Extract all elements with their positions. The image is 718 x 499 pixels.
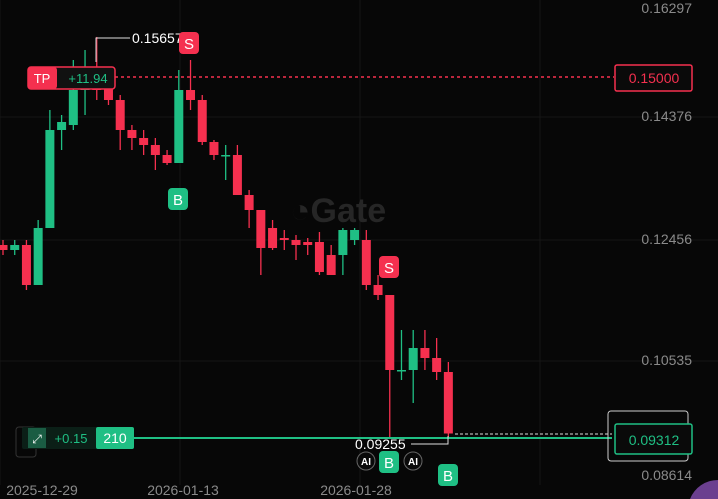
candle-body[interactable]	[291, 240, 301, 245]
date-tick-label: 2025-12-29	[6, 482, 78, 498]
position-size-bg	[96, 427, 134, 449]
candle-body[interactable]	[338, 230, 348, 255]
sell-marker-label: S	[384, 260, 394, 277]
candle-body[interactable]	[279, 238, 289, 240]
candle-body[interactable]	[21, 245, 31, 285]
ai-badge[interactable]	[356, 451, 376, 471]
buy-marker-label: B	[173, 192, 183, 209]
date-tick-label: 2026-01-13	[147, 482, 219, 498]
price-tick-label: 0.12456	[641, 231, 692, 247]
price-tick-label: 0.10535	[641, 352, 692, 368]
candle-body[interactable]	[303, 242, 313, 245]
candle-body[interactable]	[186, 90, 196, 100]
candle-body[interactable]	[396, 370, 406, 372]
candle-body[interactable]	[443, 372, 453, 434]
candle-body[interactable]	[373, 285, 383, 295]
candle-body[interactable]	[115, 100, 125, 130]
expand-icon[interactable]: ⤢	[31, 432, 42, 446]
candle-body[interactable]	[162, 155, 172, 163]
candle-body[interactable]	[350, 230, 360, 240]
price-tick-label: 0.08614	[641, 467, 692, 483]
candle-body[interactable]	[57, 122, 67, 130]
candle-body[interactable]	[0, 245, 8, 250]
candle-body[interactable]	[197, 100, 207, 142]
take-profit-pnl: +11.94	[68, 71, 107, 86]
candle-body[interactable]	[103, 80, 113, 100]
candle-body[interactable]	[268, 228, 278, 248]
sell-marker[interactable]	[379, 256, 399, 278]
candle-body[interactable]	[314, 242, 324, 272]
candle-body[interactable]	[432, 358, 442, 372]
candle-body[interactable]	[45, 130, 55, 228]
expand-button[interactable]	[28, 428, 46, 448]
take-profit-price: 0.15000	[629, 70, 680, 86]
price-tick-label: 0.16297	[641, 0, 692, 16]
high-price-label: 0.15657	[132, 30, 183, 46]
price-tick-label: 0.14376	[641, 108, 692, 124]
candle-body[interactable]	[256, 210, 266, 248]
candle-body[interactable]	[127, 130, 137, 138]
buy-marker-label: B	[443, 468, 453, 485]
candle-body[interactable]	[408, 348, 418, 370]
low-price-label: 0.09255	[355, 436, 406, 452]
high-leader-line	[95, 37, 130, 62]
candle-body[interactable]	[209, 142, 219, 155]
assistant-button[interactable]	[690, 479, 718, 499]
take-profit-label-bg	[28, 67, 57, 89]
candle-body[interactable]	[221, 155, 231, 157]
candle-body[interactable]	[326, 255, 336, 275]
candle-body[interactable]	[244, 195, 254, 210]
candle-body[interactable]	[232, 155, 242, 195]
candle-body[interactable]	[139, 138, 149, 145]
take-profit-price-box[interactable]	[614, 64, 693, 92]
candle-body[interactable]	[361, 240, 371, 285]
ai-badge-label: AI	[408, 457, 418, 468]
buy-marker[interactable]	[168, 188, 188, 210]
position-size: 210	[103, 430, 127, 446]
buy-marker-label: B	[384, 455, 394, 472]
buy-marker[interactable]	[438, 464, 458, 486]
sell-marker[interactable]	[179, 32, 199, 54]
watermark-logo: ◔Gate	[290, 192, 386, 230]
ai-badge[interactable]	[403, 451, 423, 471]
take-profit-label: TP	[34, 71, 51, 86]
candle-body[interactable]	[33, 228, 43, 285]
buy-marker[interactable]	[379, 451, 399, 473]
position-pnl: +0.15	[55, 431, 88, 446]
candle-body[interactable]	[10, 245, 20, 250]
position-price-box[interactable]	[614, 423, 693, 455]
ai-badge-label: AI	[361, 457, 371, 468]
candle-body[interactable]	[68, 90, 78, 125]
position-price: 0.09312	[629, 432, 680, 448]
candle-body[interactable]	[420, 348, 430, 358]
candle-body[interactable]	[174, 90, 184, 163]
candle-body[interactable]	[150, 145, 160, 155]
low-leader-line	[411, 436, 449, 445]
candle-body[interactable]	[385, 295, 395, 370]
date-tick-label: 2026-01-28	[320, 482, 392, 498]
sell-marker-label: S	[184, 36, 194, 53]
